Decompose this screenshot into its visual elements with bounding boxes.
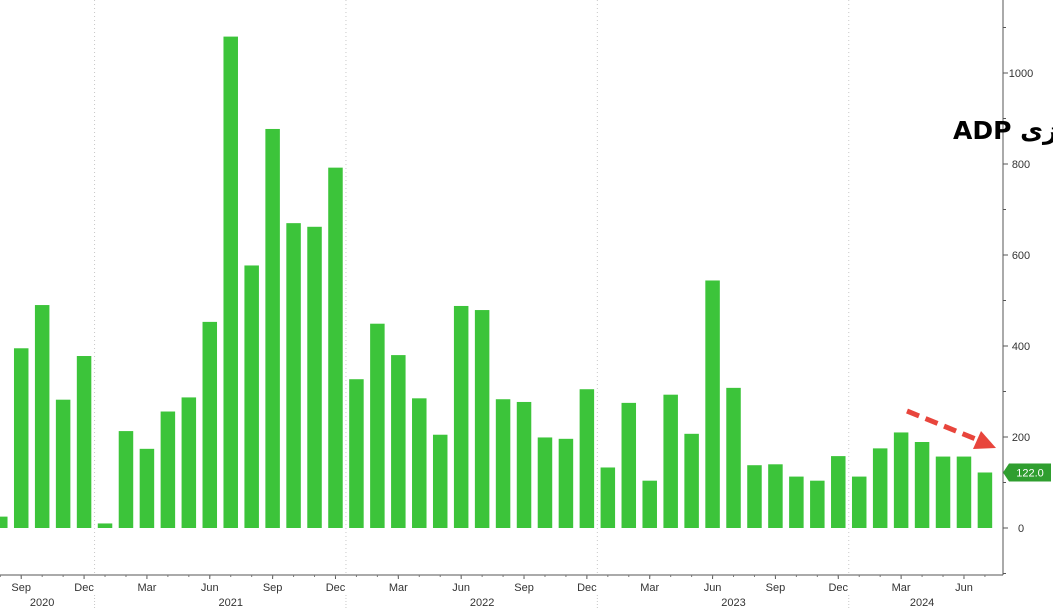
last-value-badge: 122.0 bbox=[1003, 463, 1051, 482]
bar-2023-09 bbox=[768, 464, 783, 528]
x-tick-label: Sep bbox=[11, 582, 31, 594]
y-tick-label: 0 bbox=[1018, 523, 1024, 535]
bar-2022-06 bbox=[453, 305, 469, 528]
x-tick-label: Sep bbox=[263, 582, 283, 594]
bar-2022-10 bbox=[537, 437, 553, 528]
bar-2023-08 bbox=[747, 465, 762, 528]
x-tick-label: Dec bbox=[326, 582, 346, 594]
x-axis: Sep Dec Mar Jun Sep Dec Mar Jun Sep Dec Mar Jun Sep D… bbox=[0, 574, 1003, 609]
bar-2021-07 bbox=[223, 36, 238, 528]
x-year-label: 2023 bbox=[721, 597, 745, 609]
x-tick-label: Dec bbox=[74, 582, 94, 594]
x-tick-label: Dec bbox=[577, 582, 597, 594]
arrow-shaft bbox=[906, 408, 979, 443]
bar-2022-07 bbox=[474, 310, 490, 528]
x-tick-label: Jun bbox=[704, 582, 722, 594]
x-tick-label: Sep bbox=[766, 582, 786, 594]
y-tick-label: 1000 bbox=[1009, 68, 1033, 80]
bar-2024-04 bbox=[914, 442, 930, 528]
bar-2022-01 bbox=[349, 379, 364, 528]
y-tick-label: 200 bbox=[1012, 432, 1030, 444]
bar-2021-08 bbox=[244, 265, 259, 528]
bar-2020-12 bbox=[76, 356, 92, 528]
bar-2021-02 bbox=[118, 431, 134, 528]
bar-2021-11 bbox=[307, 226, 322, 529]
bar-2021-03 bbox=[139, 448, 155, 528]
x-tick-label: Mar bbox=[389, 582, 408, 594]
bar-2023-12 bbox=[831, 456, 846, 528]
bar-2023-01 bbox=[600, 467, 616, 528]
bar-2021-04 bbox=[160, 411, 176, 528]
x-tick-label: Sep bbox=[514, 582, 534, 594]
bar-2022-08 bbox=[495, 399, 511, 528]
bar-2020-10 bbox=[34, 305, 50, 528]
right-axis: 0 200 400 600 800 1000 bbox=[1002, 0, 1033, 575]
bar-2020-08 bbox=[0, 516, 8, 528]
y-tick-label: 400 bbox=[1012, 341, 1030, 353]
bar-2024-06 bbox=[956, 456, 972, 528]
bar-2022-04 bbox=[412, 398, 427, 528]
bar-2023-07 bbox=[726, 387, 741, 528]
bar-2023-04 bbox=[663, 394, 678, 528]
bar-2021-12 bbox=[328, 167, 343, 528]
x-year-label: 2022 bbox=[470, 597, 494, 609]
bar-2022-12 bbox=[579, 389, 595, 528]
bar-2022-03 bbox=[391, 355, 406, 528]
bar-2020-09 bbox=[13, 348, 29, 528]
badge-box bbox=[1009, 463, 1051, 482]
bar-2022-05 bbox=[432, 434, 448, 528]
bar-2022-09 bbox=[516, 401, 532, 528]
bars bbox=[0, 36, 993, 529]
bar-2024-07 bbox=[977, 472, 993, 528]
bar-2021-09 bbox=[265, 128, 280, 528]
bar-2023-05 bbox=[684, 433, 699, 528]
x-year-label: 2020 bbox=[30, 597, 54, 609]
bar-2020-11 bbox=[55, 399, 71, 528]
bar-2021-01 bbox=[97, 523, 113, 528]
x-tick-label: Mar bbox=[640, 582, 659, 594]
bar-2023-11 bbox=[810, 480, 825, 528]
y-tick-label: 800 bbox=[1012, 159, 1030, 171]
badge-pointer bbox=[1003, 463, 1009, 482]
bar-2023-06 bbox=[705, 280, 720, 528]
bar-2023-03 bbox=[642, 480, 657, 528]
bar-2023-02 bbox=[621, 402, 637, 528]
x-tick-label: Dec bbox=[828, 582, 848, 594]
x-tick-label: Jun bbox=[955, 582, 973, 594]
x-tick-label: Mar bbox=[137, 582, 156, 594]
x-tick-label: Mar bbox=[892, 582, 911, 594]
x-tick-label: Jun bbox=[201, 582, 219, 594]
x-tick-label: Jun bbox=[452, 582, 470, 594]
bar-2021-05 bbox=[181, 397, 197, 528]
chart-title: شاخص تغییرات اشتغال بخش خصوصی وغیرکشاورز… bbox=[953, 116, 1053, 146]
arrow-head bbox=[973, 431, 996, 449]
y-tick-label: 600 bbox=[1012, 250, 1030, 262]
bar-2021-06 bbox=[202, 321, 218, 528]
bar-2022-11 bbox=[558, 438, 574, 528]
last-value-label: 122.0 bbox=[1016, 467, 1044, 479]
trend-arrow-icon bbox=[906, 408, 996, 449]
bar-2022-02 bbox=[370, 323, 385, 528]
bar-2024-01 bbox=[851, 476, 867, 528]
bar-2024-03 bbox=[893, 432, 909, 528]
bar-2024-05 bbox=[935, 456, 951, 528]
bar-2023-10 bbox=[789, 476, 804, 528]
x-year-label: 2021 bbox=[218, 597, 242, 609]
bar-2024-02 bbox=[872, 448, 888, 528]
x-year-label: 2024 bbox=[910, 597, 934, 609]
bar-2021-10 bbox=[286, 223, 301, 528]
